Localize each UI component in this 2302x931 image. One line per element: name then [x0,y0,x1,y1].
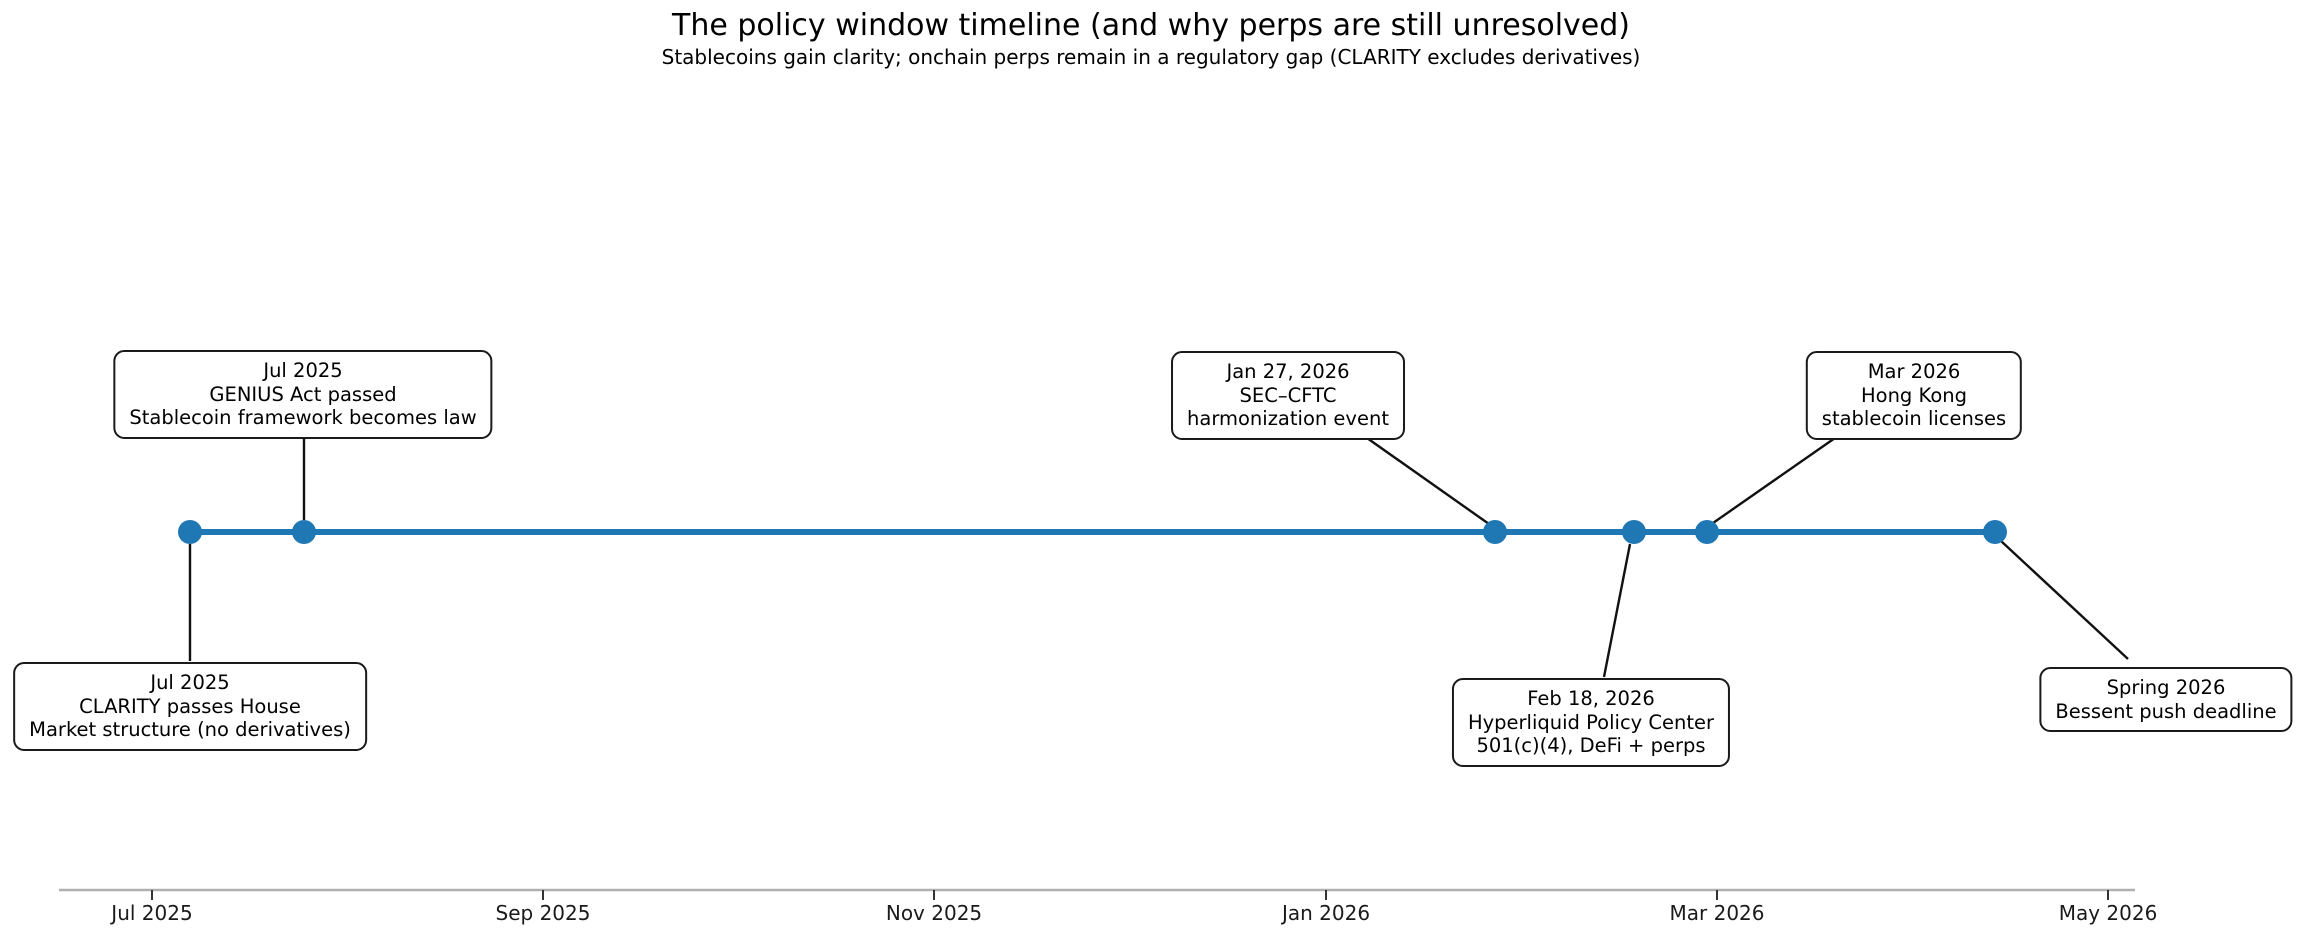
leader-line-sec-cftc [1366,437,1490,525]
annotation-sec-cftc: Jan 27, 2026 SEC–CFTC harmonization even… [1171,351,1405,440]
timeline-marker-genius [292,520,316,544]
x-tick-label: Sep 2025 [495,901,591,925]
x-tick-label: Jan 2026 [1281,901,1371,925]
leader-line-bessent [2000,540,2129,660]
annotation-line: harmonization event [1187,407,1389,430]
x-tick-label: Mar 2026 [1669,901,1765,925]
annotation-line: SEC–CFTC [1239,383,1337,407]
chart-subtitle: Stablecoins gain clarity; onchain perps … [661,45,1641,69]
annotation-line: CLARITY passes House [79,694,301,718]
timeline-marker-hong-kong [1695,520,1719,544]
timeline-marker-hyperliquid [1622,520,1646,544]
annotation-line: stablecoin licenses [1821,407,2007,430]
timeline-marker-clarity [178,520,202,544]
annotation-line: Market structure (no derivatives) [29,718,351,741]
annotation-line: Jul 2025 [263,359,343,382]
x-tick-label: Jul 2025 [111,901,193,925]
timeline-marker-sec-cftc [1483,520,1507,544]
annotation-line: Spring 2026 [2106,676,2226,699]
annotation-hong-kong: Mar 2026 Hong Kong stablecoin licenses [1805,351,2023,440]
annotation-genius-act: Jul 2025 GENIUS Act passed Stablecoin fr… [113,350,493,439]
leader-line-hyperliquid [1602,543,1632,678]
annotation-line: Stablecoin framework becomes law [129,406,477,429]
annotation-line: GENIUS Act passed [209,382,397,406]
timeline-marker-bessent [1983,520,2007,544]
annotation-line: Jul 2025 [150,671,230,694]
annotation-line: Mar 2026 [1867,360,1961,383]
timeline-line [190,529,1995,535]
annotation-line: Hyperliquid Policy Center [1467,710,1715,734]
annotation-line: Jan 27, 2026 [1226,360,1350,383]
annotation-hyperliquid: Feb 18, 2026 Hyperliquid Policy Center 5… [1451,678,1731,767]
chart-title: The policy window timeline (and why perp… [672,8,1630,43]
annotation-line: 501(c)(4), DeFi + perps [1476,734,1706,757]
leader-line-hong-kong [1712,437,1836,524]
x-tick-label: Nov 2025 [885,901,983,925]
annotation-line: Bessent push deadline [2055,699,2277,723]
annotation-clarity-house: Jul 2025 CLARITY passes House Market str… [13,662,367,751]
annotation-bessent-deadline: Spring 2026 Bessent push deadline [2039,667,2293,732]
x-tick-label: May 2026 [2058,901,2158,925]
annotation-line: Hong Kong [1860,383,1967,407]
annotation-line: Feb 18, 2026 [1527,687,1655,710]
